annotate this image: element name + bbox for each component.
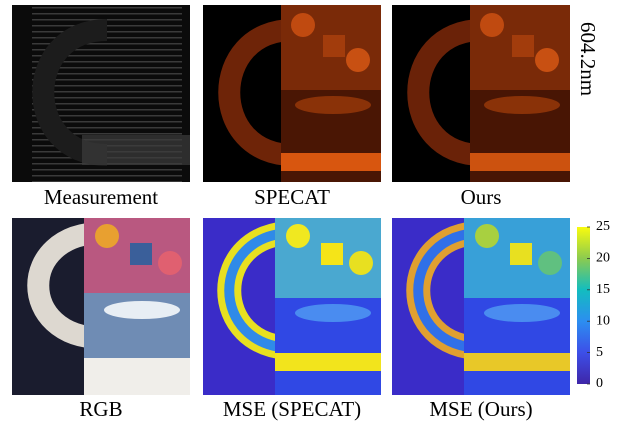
- figure: Measurement SPECAT Ours RGB MSE (SPECAT)…: [0, 0, 618, 423]
- colorbar-tick-label: 10: [596, 313, 610, 328]
- panel-label: MSE (SPECAT): [223, 397, 361, 421]
- mse-ours-image: [392, 218, 570, 395]
- colorbar-tick-label: 25: [596, 219, 610, 234]
- ours-image: [392, 5, 570, 182]
- panel-label: RGB: [79, 397, 122, 421]
- colorbar-tick-label: 5: [596, 345, 603, 360]
- panel-label: Ours: [461, 185, 502, 209]
- rgb-image: [12, 218, 190, 395]
- mse-specat-image: [203, 218, 381, 395]
- measurement-image: [12, 5, 190, 182]
- specat-image: [203, 5, 381, 182]
- wavelength-label: 604.2nm: [576, 22, 600, 96]
- colorbar: [577, 227, 590, 384]
- panel-label: Measurement: [44, 185, 158, 209]
- panel-label: SPECAT: [254, 185, 330, 209]
- colorbar-tick-label: 0: [596, 376, 603, 391]
- colorbar-tick-label: 20: [596, 251, 610, 266]
- colorbar-tick-label: 15: [596, 282, 610, 297]
- panel-label: MSE (Ours): [429, 397, 532, 421]
